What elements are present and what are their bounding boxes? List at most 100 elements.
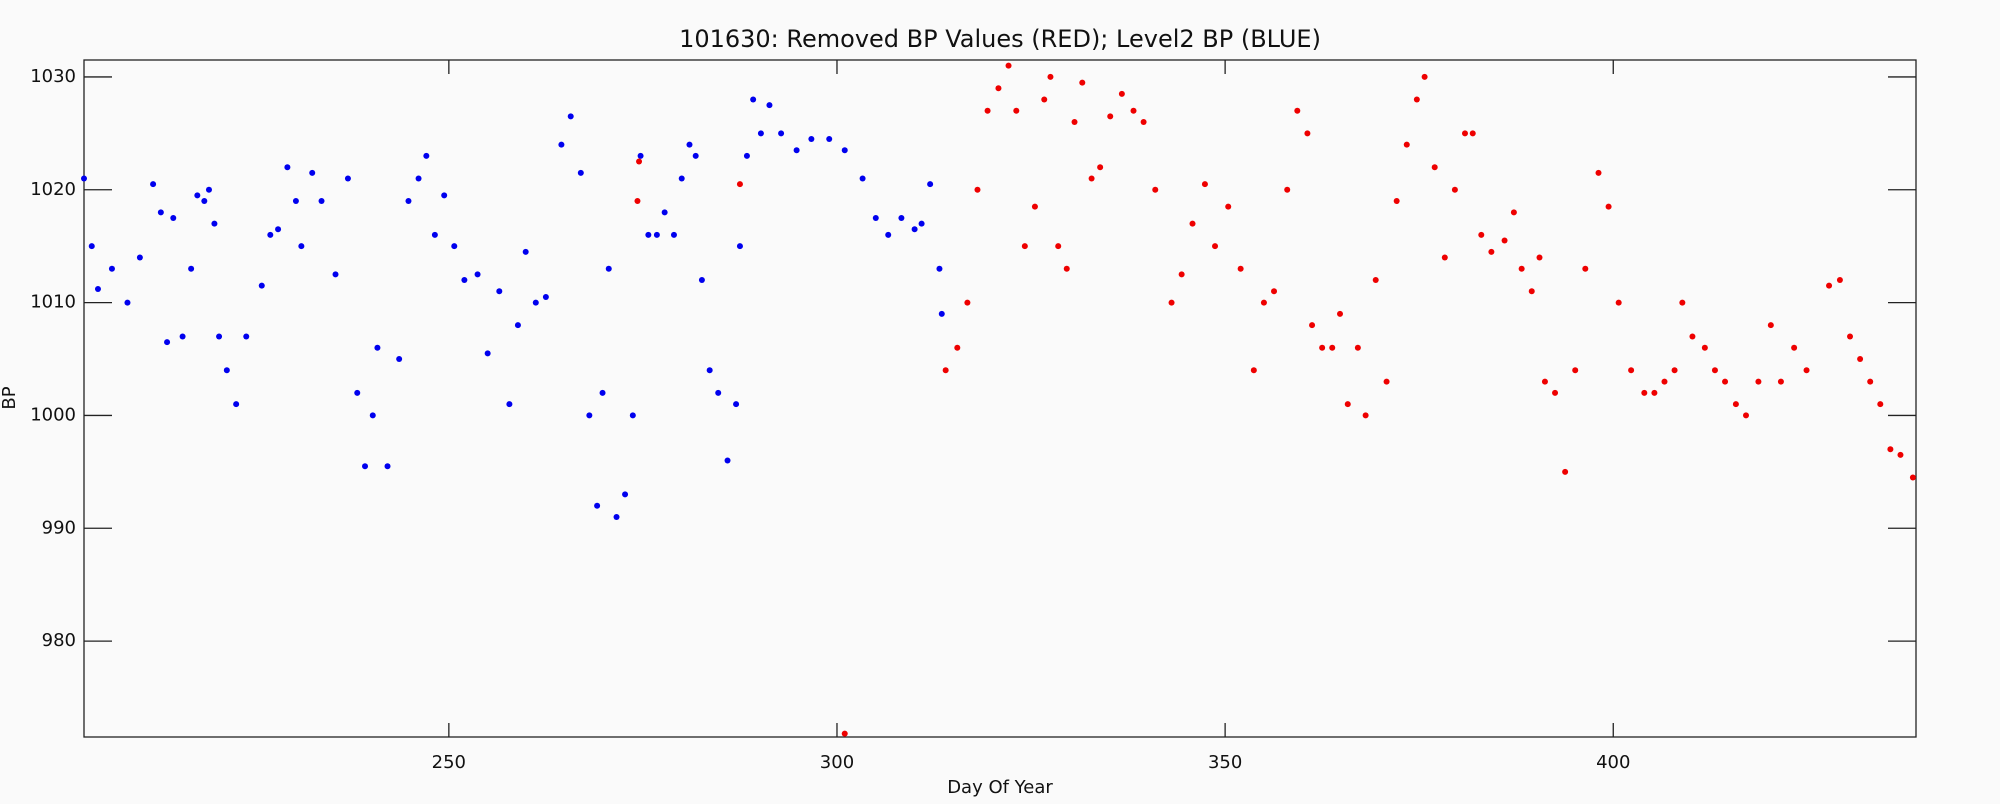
data-point (1909, 474, 1916, 481)
data-point (1711, 367, 1718, 374)
data-point (1541, 378, 1548, 385)
data-point (841, 147, 848, 154)
data-point (1803, 367, 1810, 374)
y-tick-label: 1030 (30, 66, 76, 87)
data-point (94, 286, 101, 293)
plot-frame (83, 59, 1917, 738)
data-point (872, 214, 879, 221)
data-point (88, 243, 95, 250)
y-tick-label: 990 (42, 517, 76, 538)
data-point (1791, 344, 1798, 351)
data-point (1847, 333, 1854, 340)
data-point (542, 293, 549, 300)
data-point (369, 412, 376, 419)
data-point (461, 277, 468, 284)
data-point (974, 186, 981, 193)
data-point (1319, 344, 1326, 351)
data-point (706, 367, 713, 374)
data-point (715, 389, 722, 396)
data-point (201, 198, 208, 205)
data-point (124, 299, 131, 306)
data-point (885, 231, 892, 238)
data-point (1722, 378, 1729, 385)
data-point (1271, 288, 1278, 295)
data-point (396, 356, 403, 363)
data-point (594, 502, 601, 509)
data-point (1478, 231, 1485, 238)
data-point (1403, 141, 1410, 148)
data-point (318, 198, 325, 205)
data-point (898, 214, 905, 221)
data-point (354, 389, 361, 396)
data-point (1469, 130, 1476, 137)
data-point (808, 135, 815, 142)
data-point (362, 463, 369, 470)
data-point (670, 231, 677, 238)
data-point (1777, 378, 1784, 385)
data-point (622, 491, 629, 498)
data-point (384, 463, 391, 470)
data-point (1031, 203, 1038, 210)
data-point (1836, 277, 1843, 284)
data-point (1661, 378, 1668, 385)
data-point (995, 85, 1002, 92)
chart-title: 101630: Removed BP Values (RED); Level2 … (679, 25, 1321, 53)
data-point (170, 214, 177, 221)
data-point (1518, 265, 1525, 272)
data-point (1887, 446, 1894, 453)
data-point (938, 310, 945, 317)
data-point (1260, 299, 1267, 306)
data-point (1372, 277, 1379, 284)
data-point (1309, 322, 1316, 329)
data-point (984, 107, 991, 114)
data-point (1528, 288, 1535, 295)
data-point (778, 130, 785, 137)
data-point (1510, 209, 1517, 216)
data-point (1189, 220, 1196, 227)
data-point (441, 192, 448, 199)
data-point (1552, 389, 1559, 396)
data-point (1897, 451, 1904, 458)
y-tick-label: 1020 (30, 179, 76, 200)
data-point (733, 401, 740, 408)
data-point (1383, 378, 1390, 385)
data-point (1421, 73, 1428, 80)
data-point (164, 339, 171, 346)
data-point (258, 282, 265, 289)
data-point (1212, 243, 1219, 250)
data-point (150, 181, 157, 188)
data-point (1041, 96, 1048, 103)
data-point (1877, 401, 1884, 408)
data-point (188, 265, 195, 272)
data-point (374, 344, 381, 351)
data-point (567, 113, 574, 120)
data-point (1055, 243, 1062, 250)
data-point (1628, 367, 1635, 374)
data-point (1304, 130, 1311, 137)
data-point (1488, 248, 1495, 255)
data-point (223, 367, 230, 374)
data-point (1615, 299, 1622, 306)
data-point (577, 169, 584, 176)
data-point (1079, 79, 1086, 86)
data-point (1605, 203, 1612, 210)
data-point (1201, 181, 1208, 188)
data-point (451, 243, 458, 250)
data-point (496, 288, 503, 295)
data-point (1107, 113, 1114, 120)
data-point (1701, 344, 1708, 351)
data-point (514, 322, 521, 329)
data-point (1641, 389, 1648, 396)
data-point (637, 152, 644, 159)
data-point (474, 271, 481, 278)
data-point (157, 209, 164, 216)
data-point (532, 299, 539, 306)
data-point (1337, 310, 1344, 317)
data-point (936, 265, 943, 272)
data-point (332, 271, 339, 278)
data-point (1826, 282, 1833, 289)
data-point (686, 141, 693, 148)
data-point (634, 198, 641, 205)
data-point (698, 277, 705, 284)
